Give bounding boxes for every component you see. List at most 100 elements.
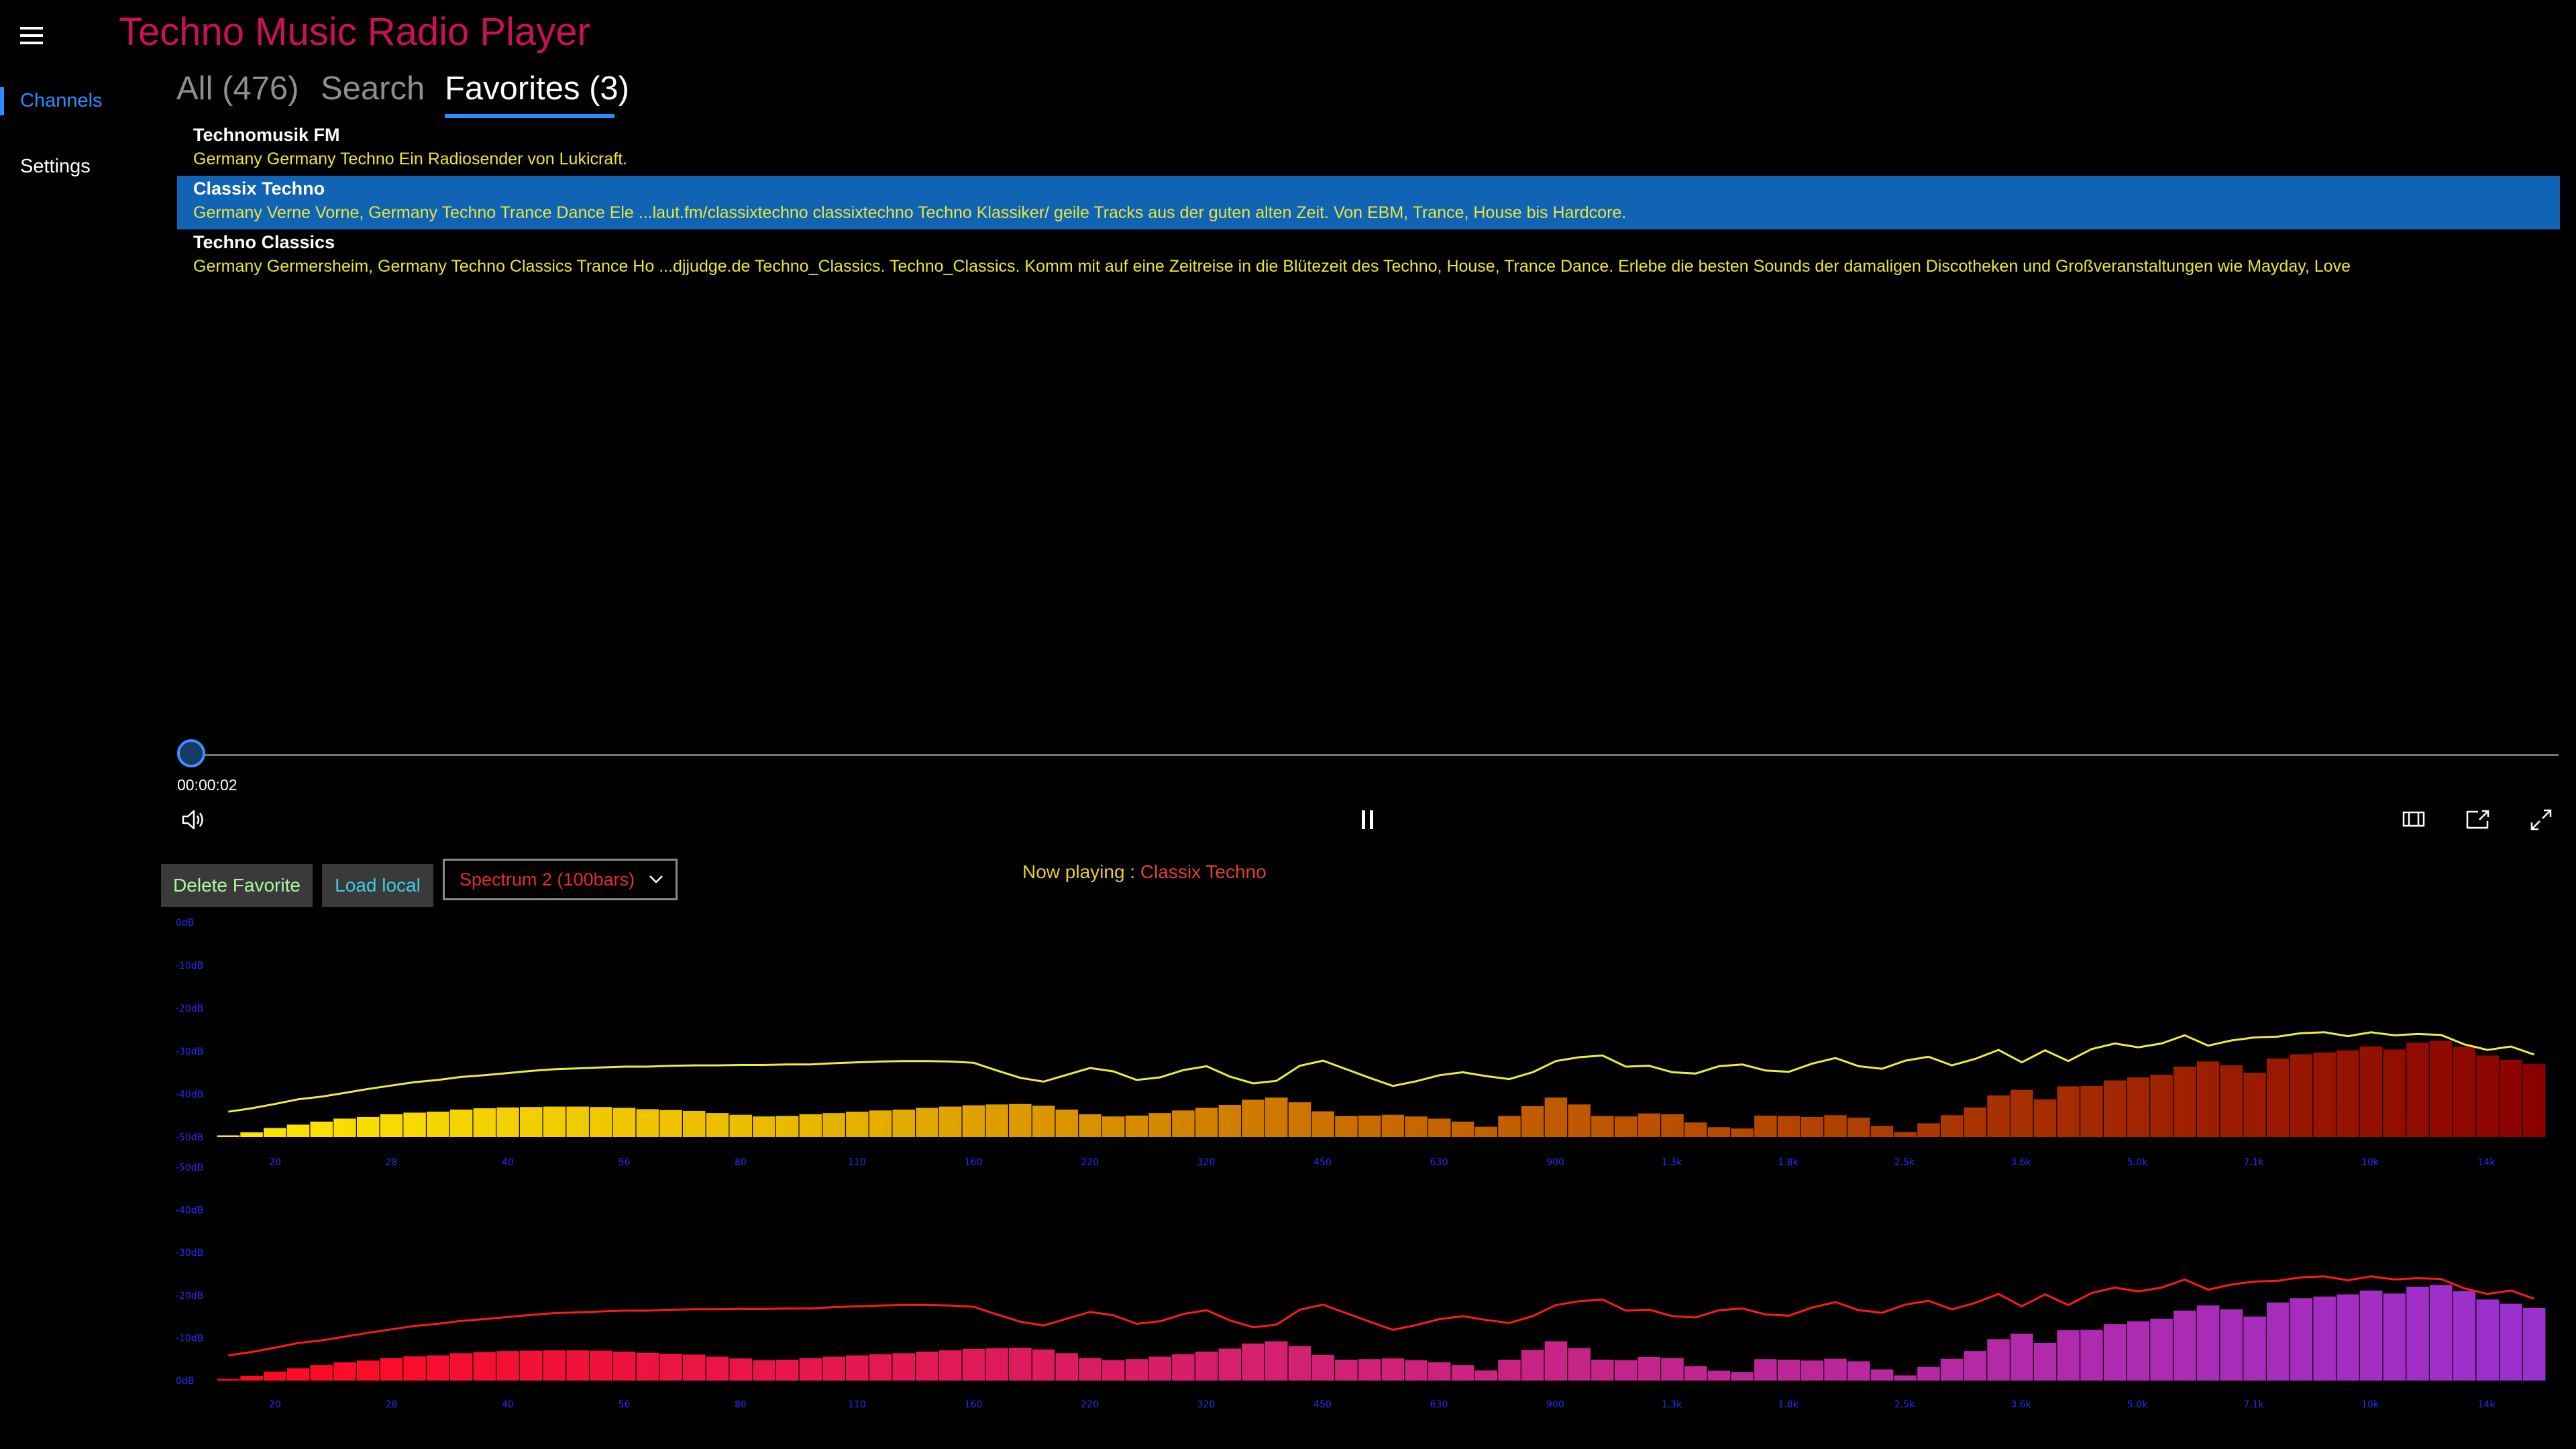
volume-icon[interactable] — [180, 806, 207, 833]
bottom-spectrum-bar — [1428, 1362, 1451, 1381]
top-x-tick-label: 220 — [1081, 1157, 1099, 1168]
tab-favorites[interactable]: Favorites (3) — [445, 70, 630, 107]
spectrum-chart-top: 0dB -10dB -20dB -30dB -40dB -50dB 20 28 40 56 80 11… — [176, 918, 2546, 1168]
top-spectrum-bar — [1358, 1116, 1381, 1137]
bottom-spectrum-bar — [333, 1362, 356, 1381]
top-spectrum-bar — [2196, 1061, 2220, 1137]
bottom-spectrum-bar — [1684, 1366, 1707, 1381]
bottom-spectrum-bar — [2313, 1296, 2336, 1381]
spectrum-chart-bottom: -50dB -40dB -30dB -20dB -10dB 0dB 20 28 40 56 80 11… — [176, 1163, 2546, 1409]
top-spectrum-bar — [2010, 1089, 2033, 1137]
load-local-button[interactable]: Load local — [322, 864, 433, 907]
top-x-tick-label: 5.0k — [2127, 1157, 2148, 1168]
top-spectrum-bar — [1428, 1118, 1451, 1137]
top-y-tick-label: -20dB — [176, 1004, 203, 1014]
bottom-spectrum-bar — [473, 1352, 496, 1381]
bottom-spectrum-bar — [2220, 1309, 2243, 1381]
top-x-tick-label: 40 — [502, 1157, 514, 1168]
bottom-x-tick-label: 80 — [735, 1399, 747, 1409]
bottom-spectrum-bar — [2033, 1343, 2057, 1381]
bottom-x-tick-label: 7.1k — [2243, 1399, 2264, 1409]
top-spectrum-bar — [2220, 1065, 2243, 1137]
tab-all[interactable]: All (476) — [176, 70, 299, 107]
bottom-x-tick-label: 1.3k — [1662, 1399, 1682, 1409]
delete-favorite-button[interactable]: Delete Favorite — [161, 864, 313, 907]
top-spectrum-bar — [706, 1113, 729, 1137]
bottom-spectrum-bar — [2080, 1330, 2103, 1381]
spectrum-mode-select[interactable]: Spectrum 2 (100bars) — [443, 859, 678, 900]
bottom-spectrum-bar — [1079, 1358, 1102, 1381]
bottom-spectrum-bar — [2103, 1324, 2127, 1381]
aspect-ratio-icon[interactable] — [2402, 809, 2426, 829]
nav-item-settings[interactable]: Settings — [20, 156, 91, 177]
bottom-spectrum-bar — [1987, 1339, 2010, 1381]
top-spectrum-bar — [240, 1132, 263, 1137]
top-x-tick-label: 80 — [735, 1157, 747, 1168]
bottom-y-tick-label: 0dB — [176, 1376, 194, 1387]
bottom-spectrum-bar — [683, 1354, 706, 1381]
hamburger-menu-icon[interactable] — [20, 27, 43, 48]
top-spectrum-bar — [2453, 1046, 2476, 1137]
bottom-x-tick-label: 110 — [848, 1399, 866, 1409]
bottom-x-tick-label: 160 — [965, 1399, 983, 1409]
cast-icon[interactable] — [2465, 808, 2491, 830]
top-spectrum-bar — [1242, 1099, 1265, 1137]
top-spectrum-bar — [1917, 1123, 1940, 1137]
bottom-spectrum-bar — [1009, 1348, 1032, 1381]
bottom-spectrum-bar — [846, 1355, 869, 1381]
top-x-tick-label: 7.1k — [2243, 1157, 2264, 1168]
fullscreen-icon[interactable] — [2528, 806, 2555, 833]
seek-thumb[interactable] — [177, 739, 205, 767]
bottom-spectrum-bar — [636, 1352, 659, 1381]
seek-bar[interactable] — [192, 754, 2559, 756]
top-x-tick-label: 630 — [1430, 1157, 1448, 1168]
bottom-spectrum-bar — [2150, 1318, 2173, 1381]
top-spectrum-bar — [2033, 1099, 2057, 1137]
now-playing-label: Now playing : — [1022, 861, 1140, 882]
top-spectrum-bar — [590, 1107, 612, 1137]
bottom-spectrum-bar — [1568, 1348, 1591, 1381]
top-spectrum-bar — [1218, 1105, 1242, 1137]
bottom-y-tick-label: -10dB — [176, 1333, 203, 1344]
bottom-spectrum-bar — [1405, 1360, 1428, 1381]
bottom-x-tick-label: 10k — [2361, 1399, 2379, 1409]
bottom-x-tick-label: 1.8k — [1778, 1399, 1799, 1409]
channel-row-selected[interactable]: Classix Techno Germany Verne Vorne, Germ… — [177, 176, 2560, 229]
app-title: Techno Music Radio Player — [119, 10, 590, 54]
bottom-x-tick-label: 5.0k — [2127, 1399, 2148, 1409]
bottom-spectrum-bar — [1335, 1359, 1358, 1381]
top-spectrum-bar — [2290, 1054, 2313, 1137]
top-spectrum-bar — [938, 1106, 962, 1137]
top-spectrum-bar — [729, 1114, 752, 1137]
bottom-spectrum-bar — [2057, 1330, 2080, 1381]
top-x-tick-label: 10k — [2361, 1157, 2379, 1168]
bottom-spectrum-bar — [612, 1351, 636, 1381]
top-spectrum-bar — [1847, 1118, 1870, 1137]
bottom-y-tick-label: -20dB — [176, 1291, 203, 1301]
bottom-spectrum-bar — [799, 1358, 822, 1381]
pause-icon[interactable] — [1358, 808, 1378, 830]
top-spectrum-bar — [2313, 1052, 2336, 1137]
bottom-x-tick-label: 320 — [1197, 1399, 1216, 1409]
top-spectrum-bar — [1638, 1113, 1661, 1137]
top-spectrum-bar — [1894, 1132, 1917, 1137]
top-spectrum-bar — [1405, 1116, 1428, 1137]
bottom-spectrum-bar — [1754, 1359, 1777, 1381]
channel-row[interactable]: Technomusik FM Germany Germany Techno Ei… — [177, 122, 2560, 176]
nav-item-channels[interactable]: Channels — [20, 90, 103, 111]
top-peak-line — [228, 1031, 2535, 1113]
top-spectrum-bar — [2406, 1042, 2429, 1137]
top-spectrum-bar — [1311, 1111, 1334, 1137]
top-spectrum-bar — [1195, 1108, 1218, 1137]
bottom-spectrum-bar — [869, 1354, 892, 1381]
top-spectrum-bar — [1265, 1097, 1288, 1137]
top-spectrum-bar — [2266, 1058, 2290, 1137]
bottom-y-tick-label: -40dB — [176, 1205, 203, 1216]
top-spectrum-bar — [1614, 1116, 1638, 1137]
channel-row[interactable]: Techno Classics Germany Germersheim, Ger… — [177, 229, 2560, 283]
bottom-spectrum-bar — [1707, 1371, 1731, 1381]
top-spectrum-bar — [2174, 1067, 2196, 1137]
tab-search[interactable]: Search — [321, 70, 425, 107]
bottom-spectrum-bar — [1824, 1358, 1847, 1381]
top-spectrum-bar — [1870, 1126, 1894, 1137]
